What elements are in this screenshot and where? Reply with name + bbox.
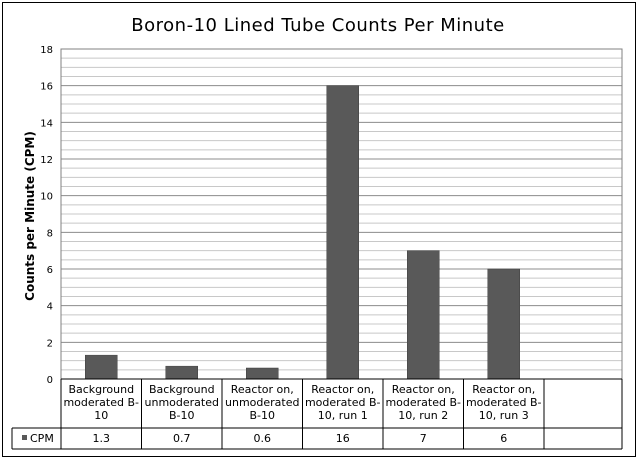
series-name: CPM (30, 432, 54, 445)
y-tick-label: 16 (40, 82, 53, 93)
bar (246, 367, 279, 380)
data-value-label: 1.3 (93, 432, 111, 445)
bar (487, 268, 520, 380)
bar (326, 85, 359, 380)
chart-title: Boron-10 Lined Tube Counts Per Minute (131, 15, 504, 36)
bar (165, 365, 198, 380)
bar (85, 354, 118, 380)
y-tick-label: 4 (47, 302, 53, 313)
bars (85, 85, 520, 380)
y-tick-label: 14 (40, 118, 53, 129)
data-value-label: 0.7 (173, 432, 191, 445)
data-value-label: 6 (500, 432, 507, 445)
category-label: Reactor on, moderated B-10, run 3 (466, 383, 542, 422)
y-tick-label: 6 (47, 265, 53, 276)
bar (407, 250, 440, 380)
category-label: Background moderated B-10 (63, 383, 139, 422)
y-tick-label: 12 (40, 155, 53, 166)
y-axis-label: Counts per Minute (CPM) (23, 131, 37, 301)
category-label: Reactor on, moderated B-10, run 1 (305, 383, 381, 422)
data-value-label: 16 (336, 432, 350, 445)
y-tick-label: 2 (47, 338, 53, 349)
category-label: Background unmoderated B-10 (145, 383, 219, 422)
y-tick-label: 18 (40, 45, 53, 56)
category-label: Reactor on, unmoderated B-10 (225, 383, 299, 422)
category-label: Reactor on, moderated B-10, run 2 (385, 383, 461, 422)
y-axis-ticks: 0 2 4 6 8 10 12 14 16 18 (40, 45, 53, 386)
data-value-label: 0.6 (254, 432, 272, 445)
chart-frame (2, 2, 636, 457)
data-value-label: 7 (420, 432, 427, 445)
y-tick-label: 10 (40, 192, 53, 203)
y-tick-label: 8 (47, 228, 53, 239)
y-tick-label: 0 (47, 375, 53, 386)
legend-key (22, 435, 27, 440)
